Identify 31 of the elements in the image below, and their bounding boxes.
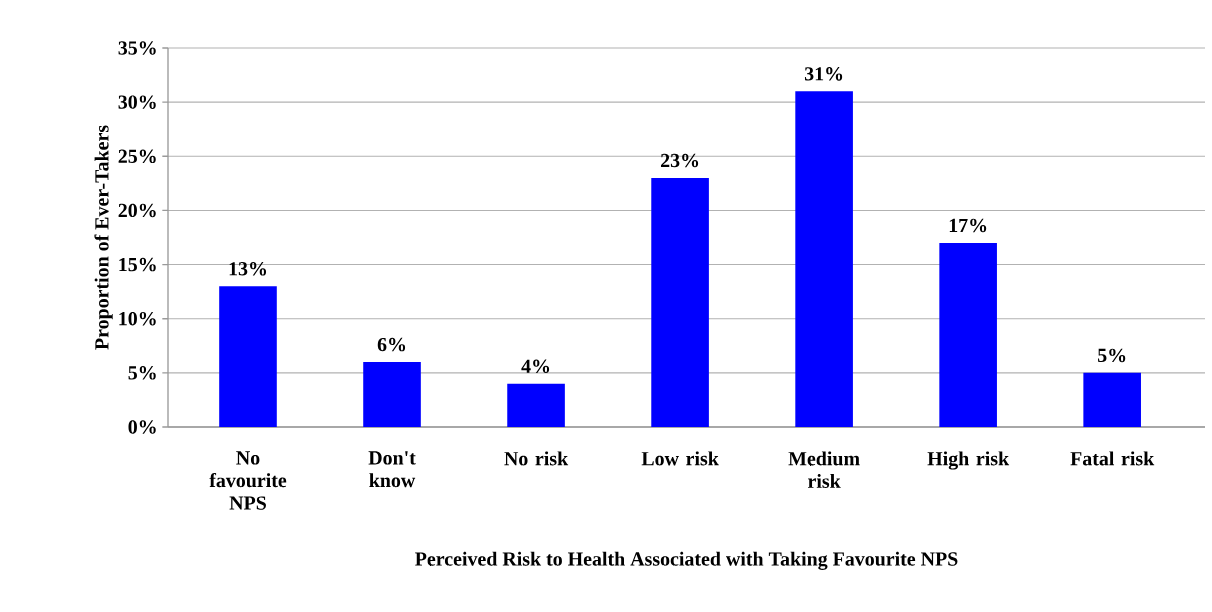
- bar: [363, 362, 421, 427]
- y-tick-label: 30%: [118, 95, 156, 109]
- x-tick-label: No favourite NPS: [209, 451, 287, 510]
- y-tick-label: 10%: [119, 311, 156, 326]
- y-tick-label: 5%: [128, 366, 156, 380]
- y-tick-label: 20%: [118, 203, 156, 218]
- data-label: 23%: [660, 153, 699, 168]
- y-tick-label: 15%: [119, 257, 156, 272]
- bar: [939, 242, 997, 427]
- x-tick-label: No risk: [504, 451, 569, 466]
- data-label: 5%: [1098, 348, 1126, 363]
- y-tick-label: 35%: [118, 41, 156, 55]
- y-tick-label: 25%: [118, 149, 156, 164]
- bar: [651, 177, 709, 427]
- bar: [219, 286, 277, 427]
- x-tick-label: Low risk: [641, 451, 719, 466]
- bar: [795, 91, 853, 427]
- data-label: 13%: [229, 262, 267, 276]
- data-label: 6%: [377, 337, 406, 352]
- x-tick-label: High risk: [927, 451, 1010, 470]
- data-label: 4%: [521, 359, 550, 373]
- y-axis-title: Proportion of Ever-Takers: [94, 125, 113, 350]
- bar: [1083, 372, 1141, 427]
- data-label: 31%: [804, 67, 843, 81]
- x-axis-title: Perceived Risk to Health Associated with Taking Favourite NPS: [415, 551, 958, 570]
- x-tick-label: Don't know: [368, 451, 416, 488]
- data-label: 17%: [949, 218, 987, 233]
- x-tick-label: Fatal risk: [1070, 451, 1155, 466]
- bar: [507, 383, 565, 427]
- x-tick-label: Medium risk: [788, 451, 860, 488]
- y-tick-label: 0%: [128, 420, 156, 434]
